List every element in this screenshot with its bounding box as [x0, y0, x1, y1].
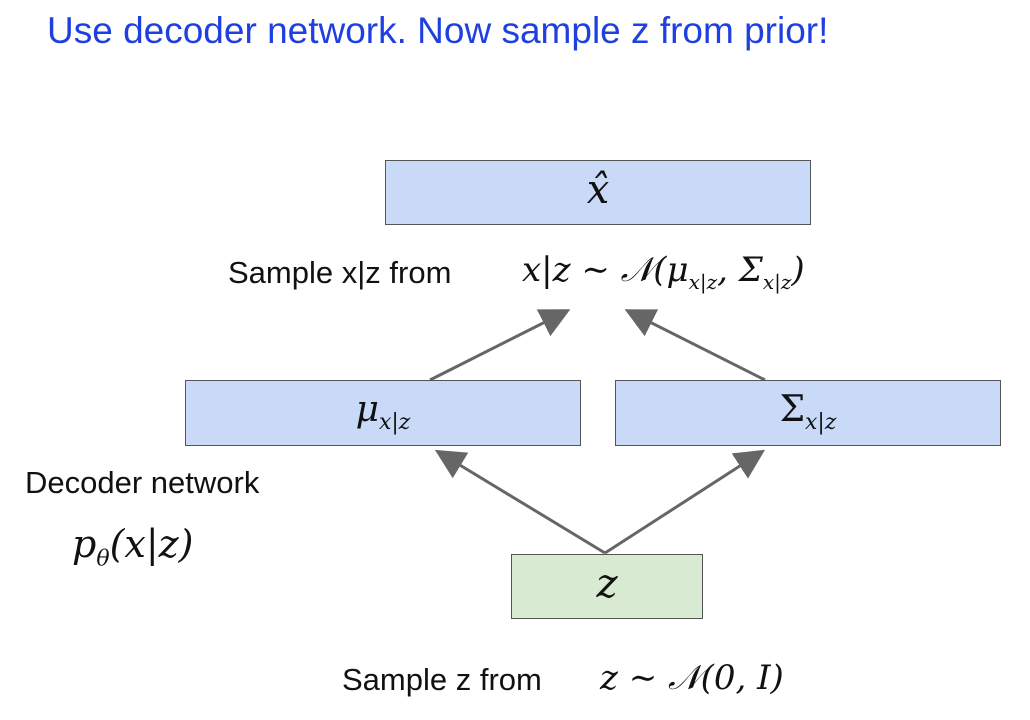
sample-xz-sub1: x|z: [688, 269, 718, 294]
arrow-mu-to-sample: [429, 309, 571, 382]
sample-xz-text: Sample x|z from: [228, 255, 452, 290]
decoder-network-label: Decoder network: [25, 465, 260, 500]
decoder-formula-main: p: [72, 522, 97, 566]
mu-symbol: μx|z: [186, 389, 580, 435]
sample-z-formula: z ∼ 𝒩(0, I): [600, 658, 784, 698]
sigma-symbol: Σx|z: [616, 389, 1000, 435]
arrow-sigma-to-sample: [624, 309, 766, 382]
sigma-box: Σx|z: [615, 380, 1001, 446]
sample-z-text: Sample z from: [342, 662, 542, 697]
arrow-z-to-sigma: [604, 449, 766, 555]
mu-symbol-main: μ: [355, 389, 379, 430]
slide-title: Use decoder network. Now sample z from p…: [47, 10, 829, 51]
decoder-formula: pθ(x|z): [72, 522, 193, 572]
decoder-formula-rest: (x|z): [109, 522, 194, 566]
z-symbol: z: [596, 561, 618, 607]
sigma-symbol-main: Σ: [779, 389, 806, 430]
decoder-formula-sub: θ: [96, 546, 110, 572]
sample-xz-formula: x|z ∼ 𝒩(μx|z, Σx|z): [522, 250, 805, 294]
mu-box: μx|z: [185, 380, 581, 446]
sample-xz-sub2: x|z: [762, 269, 792, 294]
sample-xz-end: ): [791, 250, 805, 290]
sigma-symbol-sub: x|z: [805, 410, 837, 436]
xhat-symbol: x̂: [586, 167, 610, 213]
sample-xz-formula-main: x|z ∼ 𝒩(μ: [522, 250, 689, 290]
z-box: z: [511, 554, 703, 619]
sample-xz-mid: , Σ: [717, 250, 763, 290]
xhat-box: x̂: [385, 160, 811, 225]
mu-symbol-sub: x|z: [378, 410, 411, 436]
arrow-z-to-mu: [434, 449, 606, 555]
